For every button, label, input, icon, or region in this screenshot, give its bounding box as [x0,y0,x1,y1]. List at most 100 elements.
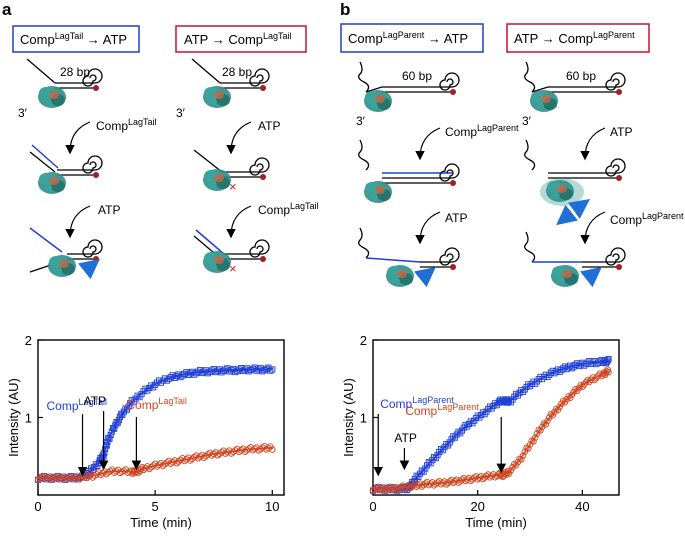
box-a1-arrow: → [87,32,100,47]
data-point-circle [507,467,515,474]
data-point-circle [533,430,541,437]
data-point-circle [512,461,520,469]
svg-text:CompLagParent: CompLagParent [445,123,519,139]
box-a2-target-base: Comp [228,32,263,47]
data-point-circle [159,462,167,470]
y-tick-label: 2 [25,333,32,348]
box-b1-sup: LagParent [383,30,425,40]
x-tick-label: 20 [470,499,484,514]
x-tick-label: 0 [369,499,376,514]
data-point-square [120,408,127,415]
data-point-circle [537,427,544,434]
event-label: CompLagParent [405,402,479,418]
box-b2-target-sup: LagParent [593,30,635,40]
data-point-square [152,381,159,388]
panel-a-box-atp-comp: ATP → CompLagTail [175,25,307,53]
box-a1-sup: LagTail [55,31,84,41]
panel-b-box-comp-atp: CompLagParent → ATP [340,23,484,53]
data-point-square [424,462,431,469]
bp-label-a1: 28 bp [60,65,90,79]
box-a2-arrow: → [212,32,225,47]
data-point-square [415,473,422,480]
event-label-base: Comp [47,399,79,413]
box-b2-base: ATP [514,31,538,46]
step-b1-comp-sup: LagParent [477,123,519,133]
event-label: CompLagTail [126,396,187,412]
panel-b-box-atp-comp: ATP → CompLagParent [506,23,650,53]
x-tick-label: 40 [575,499,589,514]
box-b1-target: ATP [444,31,468,46]
panel-b-letter: b [340,0,350,19]
x-tick-label: 0 [34,499,41,514]
data-point-circle [89,474,96,481]
data-point-square [115,417,122,424]
data-point-square [429,457,436,464]
bp-label-a2: 28 bp [222,65,252,79]
svg-text:CompLagTail: CompLagTail [258,201,319,217]
event-label: ATP [84,394,106,408]
data-point-square [127,400,134,407]
step-b2-comp-base: Comp [610,213,642,227]
data-point-square [230,365,237,373]
data-point-circle [544,417,551,425]
y-tick-label: 2 [360,333,367,348]
box-a2-target-sup: LagTail [263,31,292,41]
prime-b2: 3′ [522,114,532,128]
step-a2-comp-sup: LagTail [290,201,319,211]
event-label-base: Comp [380,397,412,411]
event-label-base: ATP [84,394,106,408]
plot-frame [37,339,285,496]
panel-a-col1-schematic: 28 bp 3′ CompLagTail ATP [18,58,157,280]
svg-text:CompLagParent → AT: CompLagParent → ATP [348,26,468,46]
event-label: CompLagParent [380,395,454,411]
data-point-square [504,399,511,406]
x-tick-label: 5 [152,499,159,514]
step-b2-comp-sup: LagParent [642,211,684,221]
step-a2-comp-base: Comp [258,203,290,217]
step-a2-atp: ATP [258,119,280,133]
panel-a-box-comp-atp: CompLagTail → ATP [12,25,140,53]
data-point-square [125,403,132,410]
box-b2-target-base: Comp [558,31,593,46]
y-axis-title: Intensity (AU) [341,378,356,457]
svg-text:×: × [229,261,237,276]
event-label-sup: LagTail [158,396,187,406]
data-point-circle [269,446,276,453]
series-line [373,360,609,490]
data-point-square [159,377,167,384]
data-point-circle [565,393,572,400]
box-a1-target: ATP [103,32,127,47]
data-point-square [257,365,264,372]
bp-label-b2: 60 bp [566,69,596,83]
step-b2-atp: ATP [610,125,632,139]
svg-text:×: × [229,179,237,194]
step-a-comp-base: Comp [96,119,128,133]
box-b2-arrow: → [542,31,555,46]
chart-panel-b: 0 20 40 1 2 Time (min) Intensity (AU) CompLagPa… [341,333,620,530]
data-point-square [267,367,274,374]
data-point-square [122,405,129,412]
data-point-circle [526,441,534,448]
bp-label-b1: 60 bp [402,69,432,83]
y-tick-label: 1 [360,411,367,426]
data-point-circle [521,448,529,456]
box-a2-base: ATP [184,32,208,47]
x-axis-title: Time (min) [465,515,527,530]
data-point-circle [103,470,110,478]
panel-b-col1-schematic: 60 bp 3′ CompLagParent ATP [356,61,519,288]
data-point-circle [173,459,180,467]
data-point-circle [549,412,556,419]
step-a1-atp: ATP [98,203,120,217]
step-b1-comp-base: Comp [445,125,477,139]
box-b1-base: Comp [348,31,383,46]
panel-a-col2-schematic: 28 bp 3′ ATP × CompLagTail × [176,58,319,276]
step-a-comp-sup: LagTail [128,117,157,127]
event-label-base: ATP [394,431,416,445]
y-tick-label: 1 [25,411,32,426]
prime-b1: 3′ [356,114,366,128]
box-b1-arrow: → [428,31,441,46]
data-point-circle [146,465,153,473]
data-point-square [92,461,99,468]
